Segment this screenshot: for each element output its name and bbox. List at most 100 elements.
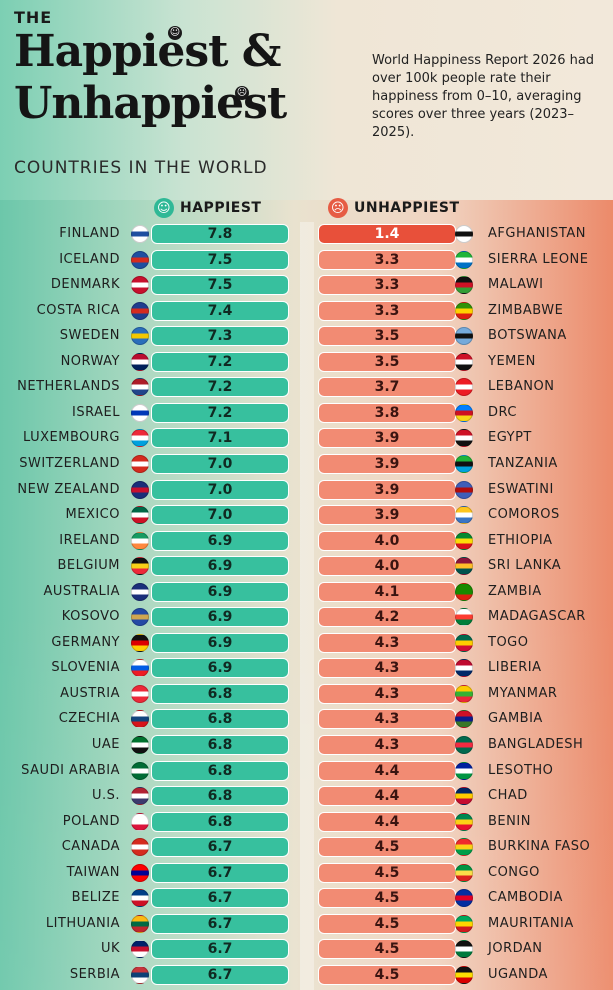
happiest-country-flag-icon [131,403,149,422]
happiest-country-label: MEXICO [65,507,120,523]
unhappiest-country-flag-icon [455,557,473,576]
table-row: BELIZE 6.7 4.5 CAMBODIA [0,887,613,913]
happiest-score-bar: 7.2 [151,377,289,398]
unhappiest-score-bar: 4.3 [318,632,456,653]
happiest-country-label: AUSTRALIA [43,583,120,599]
unhappiest-country-flag-icon [455,506,473,525]
happiest-score-bar: 7.2 [151,351,289,372]
happiest-country-flag-icon [131,378,149,397]
happiest-country-label: IRELAND [59,532,120,548]
table-row: DENMARK 7.5 3.3 MALAWI [0,274,613,300]
unhappiest-score-bar: 4.5 [318,862,456,883]
happiest-country-label: SWEDEN [59,328,120,344]
unhappiest-country-label: ZAMBIA [488,583,542,599]
happiest-country-label: BELGIUM [57,558,120,574]
happiest-country-label: ISRAEL [72,404,120,420]
table-row: AUSTRIA 6.8 4.3 MYANMAR [0,683,613,709]
unhappiest-country-flag-icon [455,659,473,678]
happiest-country-label: COSTA RICA [36,302,120,318]
unhappiest-country-flag-icon [455,889,473,908]
happiest-score-bar: 7.0 [151,479,289,500]
happiest-score-bar: 7.0 [151,505,289,526]
happiest-country-label: KOSOVO [61,609,120,625]
chart-subtitle: COUNTRIES IN THE WORLD [14,158,268,178]
unhappiest-score-bar: 3.9 [318,505,456,526]
unhappiest-country-label: UGANDA [488,966,548,982]
unhappiest-country-label: DRC [488,404,517,420]
unhappiest-score-bar: 4.5 [318,913,456,934]
table-row: GERMANY 6.9 4.3 TOGO [0,632,613,658]
happiest-country-flag-icon [131,889,149,908]
title-smile-icon: ☺ [168,26,182,40]
unhappiest-country-flag-icon [455,276,473,295]
unhappiest-country-label: COMOROS [488,507,560,523]
happiest-country-flag-icon [131,838,149,857]
unhappiest-country-flag-icon [455,965,473,984]
unhappiest-country-flag-icon [455,225,473,243]
happiest-score-bar: 7.3 [151,326,289,347]
table-row: TAIWAN 6.7 4.5 CONGO [0,862,613,888]
unhappiest-score-bar: 3.8 [318,402,456,423]
happiest-score-bar: 6.7 [151,913,289,934]
unhappiest-score-bar: 3.9 [318,479,456,500]
happiest-country-flag-icon [131,327,149,346]
happiest-country-flag-icon [131,276,149,295]
unhappiest-country-label: BENIN [488,813,531,829]
happiest-score-bar: 6.8 [151,760,289,781]
unhappiest-country-label: CAMBODIA [488,890,563,906]
happiest-score-bar: 7.5 [151,249,289,270]
table-row: AUSTRALIA 6.9 4.1 ZAMBIA [0,581,613,607]
unhappiest-score-bar: 4.3 [318,683,456,704]
happiest-country-label: LITHUANIA [45,915,120,931]
table-row: SAUDI ARABIA 6.8 4.4 LESOTHO [0,760,613,786]
happiest-country-label: CZECHIA [58,711,120,727]
unhappiest-country-label: TANZANIA [488,455,558,471]
unhappiest-country-label: ZIMBABWE [488,302,564,318]
happiest-score-bar: 6.7 [151,837,289,858]
happiest-country-flag-icon [131,531,149,550]
center-divider [300,222,314,990]
table-row: LITHUANIA 6.7 4.5 MAURITANIA [0,913,613,939]
happiest-country-flag-icon [131,684,149,703]
unhappiest-country-label: LIBERIA [488,660,542,676]
happiest-country-label: NETHERLANDS [17,379,120,395]
unhappiest-country-flag-icon [455,582,473,601]
happiest-score-bar: 7.0 [151,453,289,474]
unhappiest-country-flag-icon [455,812,473,831]
table-row: NETHERLANDS 7.2 3.7 LEBANON [0,376,613,402]
unhappiest-score-bar: 4.0 [318,530,456,551]
unhappiest-score-bar: 4.5 [318,939,456,960]
table-row: BELGIUM 6.9 4.0 SRI LANKA [0,555,613,581]
unhappiest-score-bar: 4.4 [318,811,456,832]
unhappiest-country-flag-icon [455,327,473,346]
unhappiest-country-flag-icon [455,633,473,652]
happiest-country-flag-icon [131,914,149,933]
happiest-score-bar: 6.7 [151,888,289,909]
happiest-country-label: UAE [91,737,120,752]
happiest-country-label: AUSTRIA [60,685,120,701]
unhappiest-country-label: LEBANON [488,379,555,395]
unhappiest-country-flag-icon [455,914,473,933]
unhappiest-country-flag-icon [455,378,473,397]
unhappiest-score-bar: 4.4 [318,760,456,781]
happiest-score-bar: 7.5 [151,275,289,296]
happiest-country-flag-icon [131,863,149,882]
happiest-country-label: CANADA [61,839,120,855]
happiest-score-bar: 6.9 [151,607,289,628]
table-row: ICELAND 7.5 3.3 SIERRA LEONE [0,249,613,275]
happiest-country-flag-icon [131,250,149,269]
unhappiest-score-bar: 3.9 [318,453,456,474]
happiest-country-flag-icon [131,352,149,371]
legend-happiest-label: HAPPIEST [180,200,262,216]
unhappiest-country-label: BOTSWANA [488,328,567,344]
happiest-score-bar: 6.9 [151,581,289,602]
table-row: CZECHIA 6.8 4.3 GAMBIA [0,708,613,734]
unhappiest-score-bar: 3.9 [318,428,456,449]
table-row: CANADA 6.7 4.5 BURKINA FASO [0,836,613,862]
happiest-country-label: SAUDI ARABIA [21,762,120,778]
happiest-score-bar: 6.9 [151,658,289,679]
table-row: SWITZERLAND 7.0 3.9 TANZANIA [0,453,613,479]
happiest-score-bar: 6.8 [151,786,289,807]
unhappiest-country-flag-icon [455,429,473,448]
unhappiest-country-label: EGYPT [488,430,532,446]
